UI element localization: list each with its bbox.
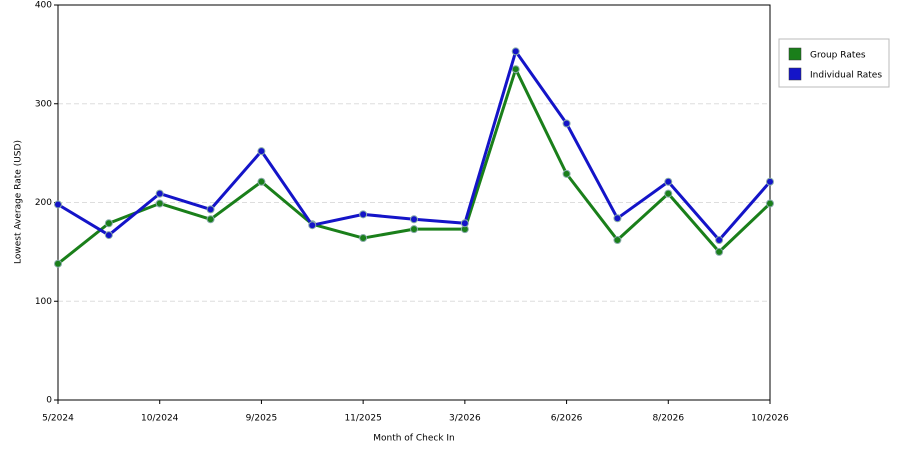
y-axis-title: Lowest Average Rate (USD) [14, 140, 24, 264]
legend-label: Individual Rates [810, 71, 882, 81]
data-point [511, 47, 520, 56]
data-point [562, 119, 571, 128]
data-point [664, 189, 673, 198]
x-tick-label: 10/2026 [751, 414, 789, 424]
x-tick-label: 3/2026 [449, 414, 481, 424]
data-point [206, 205, 215, 214]
data-point [155, 199, 164, 208]
legend-swatch [788, 47, 802, 61]
data-point [460, 219, 469, 228]
data-point [613, 214, 622, 223]
y-tick-label: 100 [35, 297, 52, 307]
series-line [57, 49, 772, 242]
data-point [104, 231, 113, 240]
x-tick-label: 10/2024 [141, 414, 179, 424]
data-point [410, 215, 418, 224]
y-tick-label: 300 [35, 99, 52, 109]
data-point [257, 147, 266, 156]
series-line [57, 67, 772, 265]
x-tick-label: 6/2026 [551, 414, 583, 424]
x-axis-title: Month of Check In [373, 434, 455, 444]
data-point [54, 200, 62, 209]
x-tick-label: 11/2025 [344, 414, 381, 424]
data-point [766, 199, 774, 208]
data-point [511, 65, 520, 74]
data-point [715, 247, 724, 256]
data-point [257, 177, 266, 186]
x-tick-label: 8/2026 [652, 414, 684, 424]
data-point [359, 234, 368, 243]
data-point [206, 215, 215, 224]
data-point [54, 259, 62, 268]
y-tick-label: 400 [35, 1, 52, 11]
data-point [308, 221, 317, 230]
y-tick-label: 200 [35, 198, 52, 208]
x-tick-label: 5/2024 [42, 414, 74, 424]
data-point [562, 169, 571, 178]
data-point [410, 225, 418, 234]
y-tick-label: 0 [46, 396, 52, 406]
data-point [359, 210, 368, 219]
data-point [155, 189, 164, 198]
legend-swatch [788, 67, 802, 81]
data-point [104, 219, 113, 228]
data-point [715, 236, 724, 245]
legend-label: Group Rates [810, 51, 866, 61]
data-point [613, 236, 622, 245]
x-tick-label: 9/2025 [246, 414, 278, 424]
data-point [664, 177, 673, 186]
data-point [766, 177, 774, 186]
